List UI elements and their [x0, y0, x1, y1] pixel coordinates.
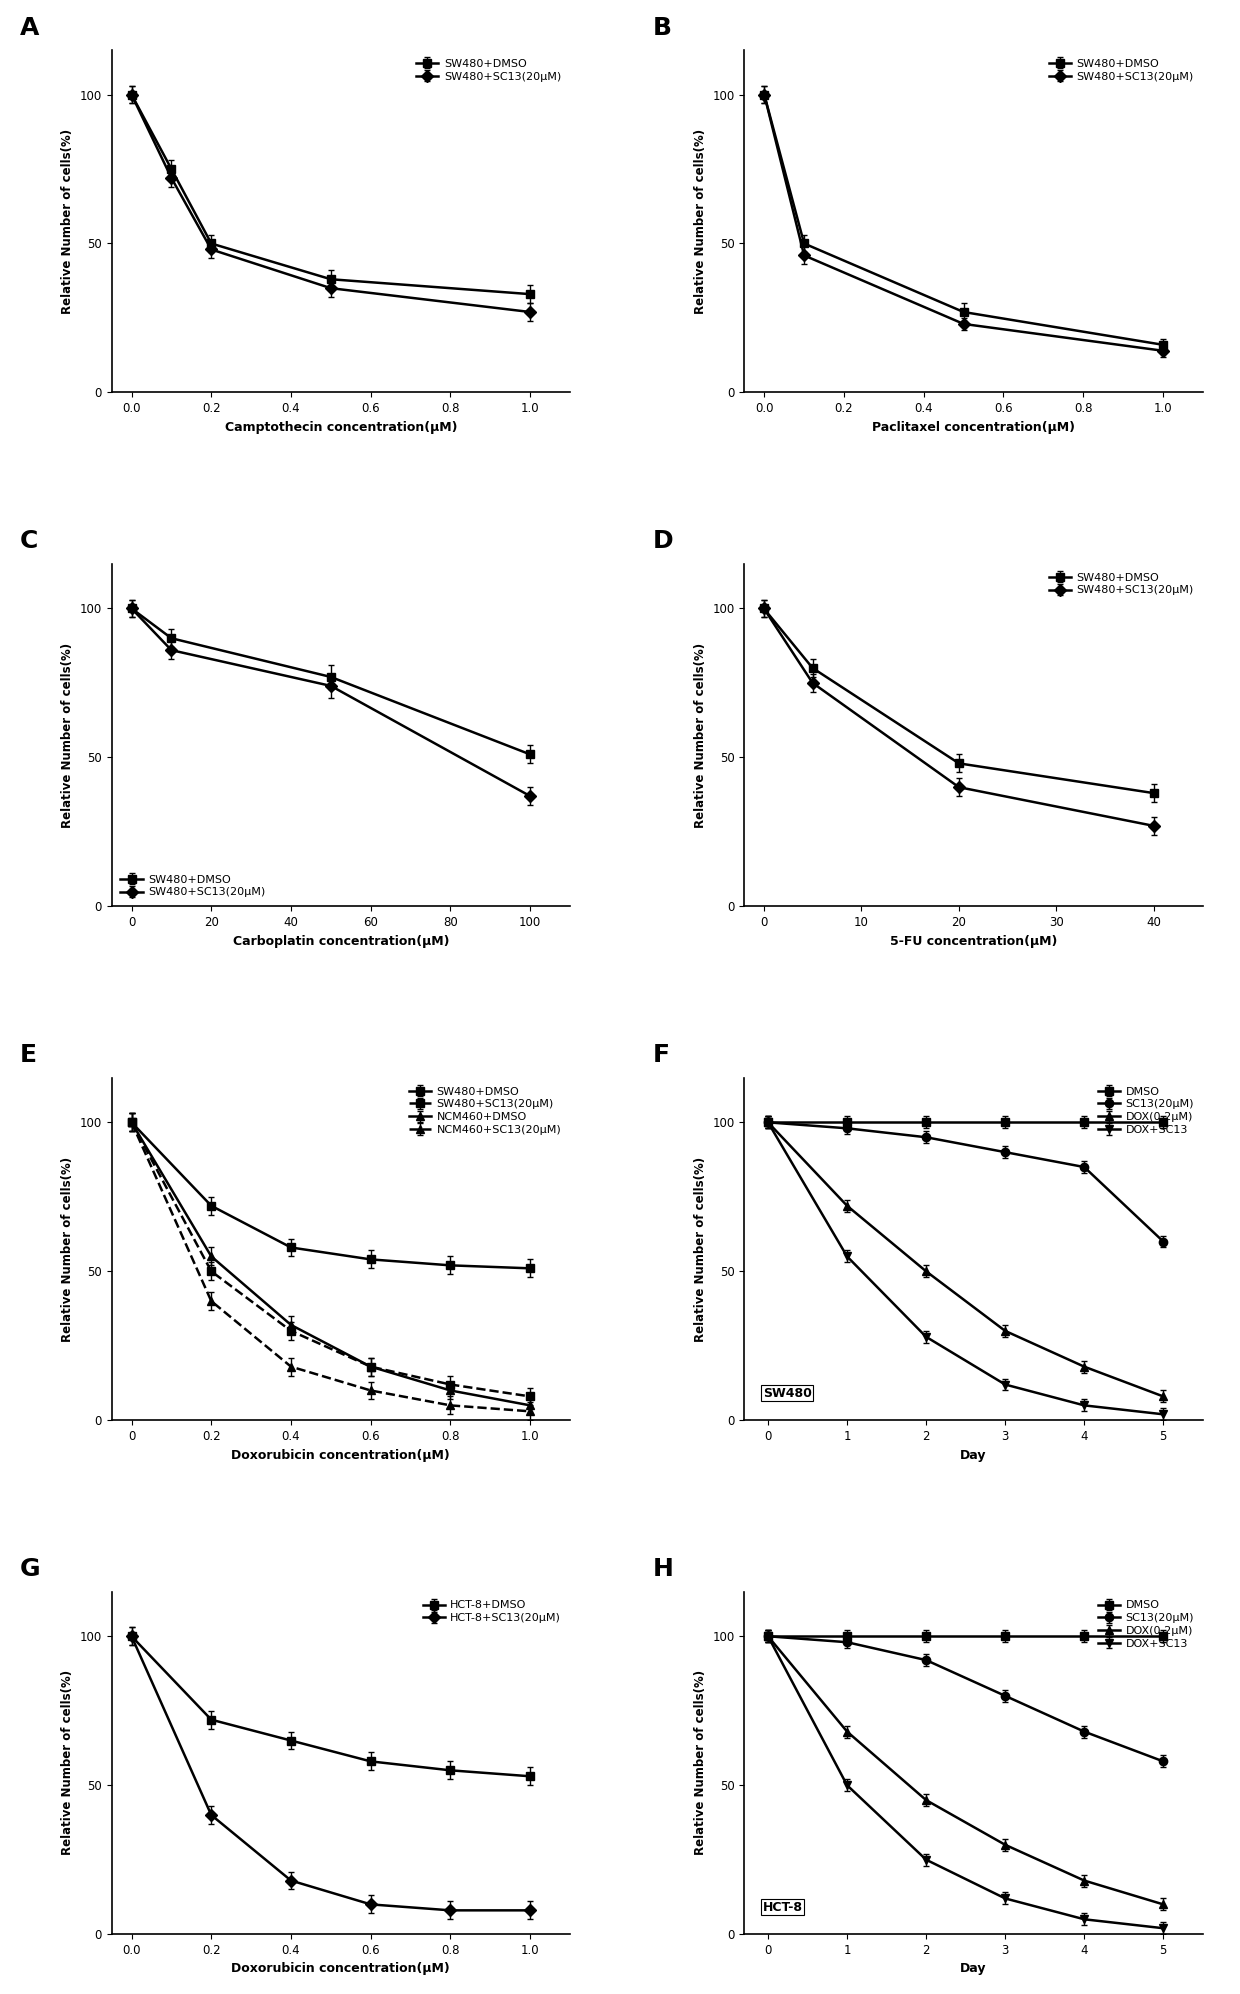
Legend: DMSO, SC13(20μM), DOX(0.2μM), DOX+SC13: DMSO, SC13(20μM), DOX(0.2μM), DOX+SC13: [1094, 1597, 1198, 1653]
Y-axis label: Relative Number of cells(%): Relative Number of cells(%): [694, 1157, 707, 1342]
Legend: SW480+DMSO, SW480+SC13(20μM): SW480+DMSO, SW480+SC13(20μM): [1045, 570, 1198, 598]
Y-axis label: Relative Number of cells(%): Relative Number of cells(%): [694, 128, 707, 313]
Text: D: D: [652, 530, 673, 554]
Y-axis label: Relative Number of cells(%): Relative Number of cells(%): [694, 1671, 707, 1856]
Text: B: B: [652, 16, 672, 40]
X-axis label: Doxorubicin concentration(μM): Doxorubicin concentration(μM): [232, 1448, 450, 1462]
Y-axis label: Relative Number of cells(%): Relative Number of cells(%): [61, 642, 74, 828]
Text: H: H: [652, 1557, 673, 1581]
Legend: SW480+DMSO, SW480+SC13(20μM): SW480+DMSO, SW480+SC13(20μM): [117, 871, 269, 901]
X-axis label: Day: Day: [960, 1962, 987, 1976]
X-axis label: Doxorubicin concentration(μM): Doxorubicin concentration(μM): [232, 1962, 450, 1976]
Legend: SW480+DMSO, SW480+SC13(20μM), NCM460+DMSO, NCM460+SC13(20μM): SW480+DMSO, SW480+SC13(20μM), NCM460+DMS…: [405, 1083, 564, 1139]
Text: E: E: [20, 1043, 37, 1067]
X-axis label: 5-FU concentration(μM): 5-FU concentration(μM): [890, 935, 1058, 947]
Text: A: A: [20, 16, 40, 40]
X-axis label: Camptothecin concentration(μM): Camptothecin concentration(μM): [224, 421, 458, 435]
Legend: SW480+DMSO, SW480+SC13(20μM): SW480+DMSO, SW480+SC13(20μM): [413, 56, 564, 86]
Y-axis label: Relative Number of cells(%): Relative Number of cells(%): [694, 642, 707, 828]
Text: F: F: [652, 1043, 670, 1067]
Text: C: C: [20, 530, 38, 554]
Legend: HCT-8+DMSO, HCT-8+SC13(20μM): HCT-8+DMSO, HCT-8+SC13(20μM): [419, 1597, 564, 1627]
Y-axis label: Relative Number of cells(%): Relative Number of cells(%): [61, 1157, 74, 1342]
Y-axis label: Relative Number of cells(%): Relative Number of cells(%): [61, 1671, 74, 1856]
X-axis label: Carboplatin concentration(μM): Carboplatin concentration(μM): [233, 935, 449, 947]
X-axis label: Paclitaxel concentration(μM): Paclitaxel concentration(μM): [872, 421, 1075, 435]
Legend: DMSO, SC13(20μM), DOX(0.2μM), DOX+SC13: DMSO, SC13(20μM), DOX(0.2μM), DOX+SC13: [1094, 1083, 1198, 1139]
Text: G: G: [20, 1557, 41, 1581]
X-axis label: Day: Day: [960, 1448, 987, 1462]
Text: HCT-8: HCT-8: [763, 1900, 802, 1914]
Text: SW480: SW480: [763, 1386, 811, 1400]
Legend: SW480+DMSO, SW480+SC13(20μM): SW480+DMSO, SW480+SC13(20μM): [1045, 56, 1198, 86]
Y-axis label: Relative Number of cells(%): Relative Number of cells(%): [61, 128, 74, 313]
